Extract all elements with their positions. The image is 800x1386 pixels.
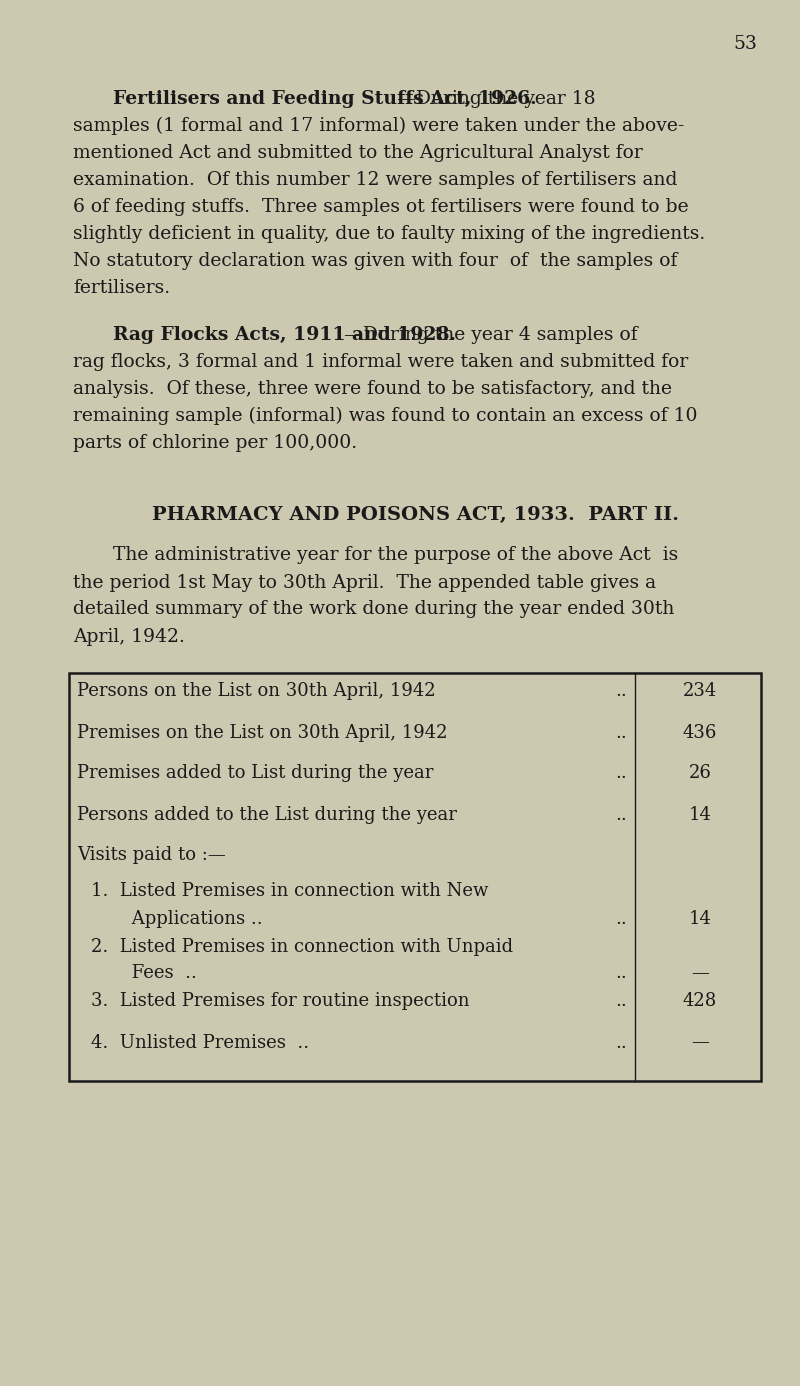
Text: 6 of feeding stuffs.  Three samples ot fertilisers were found to be: 6 of feeding stuffs. Three samples ot fe… xyxy=(73,198,689,216)
Text: —During the year 18: —During the year 18 xyxy=(397,90,596,108)
Text: The administrative year for the purpose of the above Act  is: The administrative year for the purpose … xyxy=(113,546,678,564)
Text: ..: .. xyxy=(615,805,627,823)
Text: —During the year 4 samples of: —During the year 4 samples of xyxy=(344,326,638,344)
Text: 26: 26 xyxy=(689,765,711,783)
Text: detailed summary of the work done during the year ended 30th: detailed summary of the work done during… xyxy=(73,600,674,618)
Text: 2.  Listed Premises in connection with Unpaid: 2. Listed Premises in connection with Un… xyxy=(91,937,513,955)
Text: 436: 436 xyxy=(683,723,717,742)
Text: 4.  Unlisted Premises  ..: 4. Unlisted Premises .. xyxy=(91,1034,309,1052)
Text: Rag Flocks Acts, 1911 and 1928.: Rag Flocks Acts, 1911 and 1928. xyxy=(113,326,456,344)
Text: samples (1 formal and 17 informal) were taken under the above-: samples (1 formal and 17 informal) were … xyxy=(73,116,684,136)
Text: 428: 428 xyxy=(683,992,717,1010)
Text: —: — xyxy=(691,1034,709,1052)
Text: ..: .. xyxy=(615,992,627,1010)
Text: remaining sample (informal) was found to contain an excess of 10: remaining sample (informal) was found to… xyxy=(73,407,698,426)
Text: 3.  Listed Premises for routine inspection: 3. Listed Premises for routine inspectio… xyxy=(91,992,470,1010)
Text: Fertilisers and Feeding Stuffs Act, 1926.: Fertilisers and Feeding Stuffs Act, 1926… xyxy=(113,90,537,108)
Text: 14: 14 xyxy=(689,805,711,823)
Text: Premises on the List on 30th April, 1942: Premises on the List on 30th April, 1942 xyxy=(77,723,447,742)
Text: ..: .. xyxy=(615,765,627,783)
Text: ..: .. xyxy=(615,723,627,742)
Text: fertilisers.: fertilisers. xyxy=(73,279,170,297)
Text: mentioned Act and submitted to the Agricultural Analyst for: mentioned Act and submitted to the Agric… xyxy=(73,144,642,162)
Text: Visits paid to :—: Visits paid to :— xyxy=(77,847,226,865)
Text: ..: .. xyxy=(615,1034,627,1052)
Bar xyxy=(69,672,761,1081)
Text: PHARMACY AND POISONS ACT, 1933.  PART II.: PHARMACY AND POISONS ACT, 1933. PART II. xyxy=(151,506,678,524)
Text: parts of chlorine per 100,000.: parts of chlorine per 100,000. xyxy=(73,434,357,452)
Text: slightly deficient in quality, due to faulty mixing of the ingredients.: slightly deficient in quality, due to fa… xyxy=(73,225,706,243)
Text: ..: .. xyxy=(615,682,627,700)
Text: April, 1942.: April, 1942. xyxy=(73,628,185,646)
Text: Persons added to the List during the year: Persons added to the List during the yea… xyxy=(77,805,457,823)
Text: 14: 14 xyxy=(689,909,711,927)
Text: rag flocks, 3 formal and 1 informal were taken and submitted for: rag flocks, 3 formal and 1 informal were… xyxy=(73,353,688,371)
Text: analysis.  Of these, three were found to be satisfactory, and the: analysis. Of these, three were found to … xyxy=(73,380,672,398)
Text: Fees  ..: Fees .. xyxy=(103,965,197,983)
Text: Persons on the List on 30th April, 1942: Persons on the List on 30th April, 1942 xyxy=(77,682,436,700)
Text: examination.  Of this number 12 were samples of fertilisers and: examination. Of this number 12 were samp… xyxy=(73,170,678,188)
Text: Premises added to List during the year: Premises added to List during the year xyxy=(77,765,434,783)
Text: ..: .. xyxy=(615,909,627,927)
Text: 53: 53 xyxy=(733,35,757,53)
Text: No statutory declaration was given with four  of  the samples of: No statutory declaration was given with … xyxy=(73,252,678,270)
Text: the period 1st May to 30th April.  The appended table gives a: the period 1st May to 30th April. The ap… xyxy=(73,574,656,592)
Text: 1.  Listed Premises in connection with New: 1. Listed Premises in connection with Ne… xyxy=(91,883,488,901)
Text: —: — xyxy=(691,965,709,983)
Text: ..: .. xyxy=(615,965,627,983)
Text: Applications ..: Applications .. xyxy=(103,909,262,927)
Text: 234: 234 xyxy=(683,682,717,700)
